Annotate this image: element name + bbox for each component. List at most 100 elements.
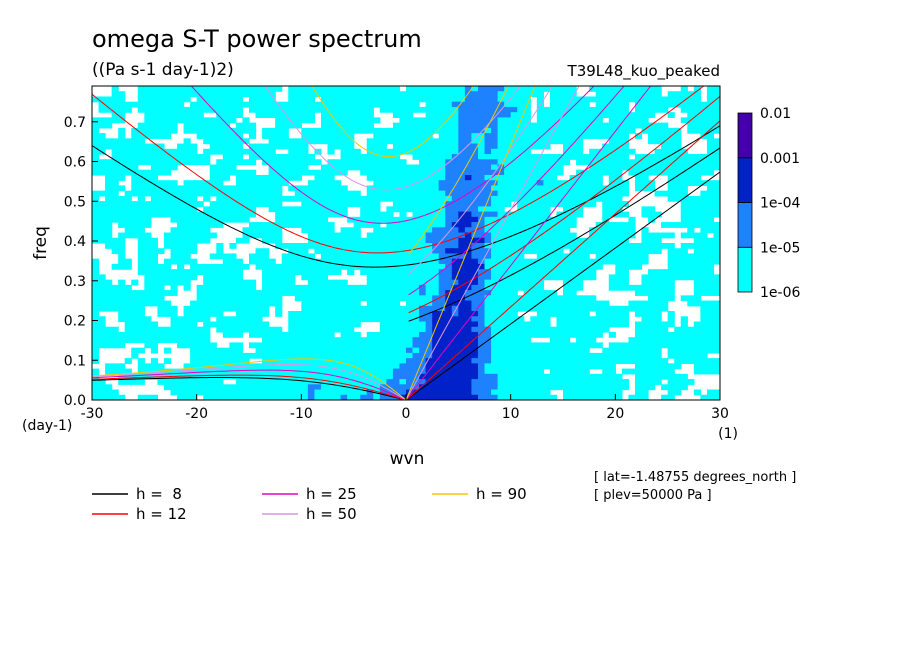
heatmap-cell (288, 101, 296, 108)
heatmap-cell (170, 305, 178, 312)
heatmap-cell (504, 316, 512, 323)
heatmap-cell (327, 305, 335, 312)
heatmap-cell (458, 290, 466, 296)
heatmap-cell (517, 389, 525, 396)
heatmap-cell (471, 201, 479, 207)
heatmap-cell (105, 290, 113, 296)
heatmap-cell (680, 148, 688, 155)
heatmap-cell (713, 127, 720, 134)
heatmap-cell (386, 284, 394, 291)
heatmap-cell (576, 342, 584, 349)
heatmap-cell (491, 185, 499, 192)
heatmap-cell (262, 112, 270, 118)
heatmap-cell (693, 201, 701, 207)
heatmap-cell (484, 180, 492, 187)
heatmap-cell (242, 316, 250, 323)
heatmap-cell (196, 101, 204, 108)
heatmap-cell (412, 237, 420, 244)
heatmap-cell (203, 159, 211, 166)
heatmap-cell (412, 316, 420, 323)
heatmap-cell (144, 106, 152, 113)
heatmap-cell (92, 389, 100, 396)
heatmap-cell (608, 279, 616, 286)
heatmap-cell (477, 326, 486, 333)
heatmap-cell (131, 190, 139, 197)
heatmap-cell (177, 389, 185, 396)
heatmap-cell (674, 96, 682, 103)
heatmap-cell (196, 379, 204, 385)
heatmap-cell (177, 379, 185, 385)
heatmap-cell (229, 201, 237, 207)
heatmap-cell (262, 106, 270, 113)
heatmap-cell (419, 258, 427, 265)
heatmap-cell (543, 331, 551, 338)
heatmap-cell (648, 274, 656, 281)
heatmap-cell (471, 279, 479, 286)
heatmap-cell (216, 373, 224, 380)
heatmap-cell (432, 112, 440, 118)
heatmap-cell (563, 284, 571, 291)
heatmap-cell (497, 117, 505, 124)
heatmap-cell (497, 352, 505, 359)
heatmap-cell (262, 195, 270, 202)
heatmap-cell (288, 311, 296, 317)
heatmap-cell (477, 138, 486, 145)
heatmap-cell (713, 222, 720, 228)
heatmap-cell (693, 169, 701, 176)
heatmap-cell (536, 112, 544, 118)
heatmap-cell (634, 248, 643, 255)
heatmap-cell (347, 358, 355, 364)
heatmap-cell (523, 305, 531, 312)
heatmap-cell (549, 363, 558, 370)
heatmap-cell (425, 216, 433, 223)
heatmap-cell (464, 363, 473, 370)
heatmap-cell (340, 164, 348, 171)
heatmap-cell (255, 91, 263, 98)
heatmap-cell (392, 138, 401, 145)
heatmap-cell (432, 305, 440, 312)
heatmap-cell (379, 300, 387, 307)
rossby-wave-curve (92, 374, 407, 400)
heatmap-cell (379, 195, 387, 202)
heatmap-cell (347, 258, 355, 265)
heatmap-cell (203, 148, 211, 155)
heatmap-cell (615, 284, 623, 291)
heatmap-cell (177, 253, 185, 260)
heatmap-cell (615, 154, 623, 160)
heatmap-cell (320, 253, 329, 260)
heatmap-cell (111, 138, 119, 145)
heatmap-cell (320, 248, 329, 255)
heatmap-cell (667, 373, 675, 380)
heatmap-cell (445, 96, 453, 103)
heatmap-cell (569, 321, 577, 328)
heatmap-cell (621, 127, 630, 134)
heatmap-cell (451, 216, 459, 223)
heatmap-cell (438, 373, 446, 380)
heatmap-cell (340, 237, 348, 244)
heatmap-cell (150, 112, 159, 118)
heatmap-cell (301, 248, 309, 255)
dispersion-curves (92, 86, 720, 400)
heatmap-cell (235, 148, 244, 155)
heatmap-cell (150, 274, 159, 281)
heatmap-cell (307, 133, 316, 139)
heatmap-cell (680, 206, 688, 213)
heatmap-cell (484, 394, 492, 400)
heatmap-cell (406, 232, 414, 239)
heatmap-cell (229, 185, 237, 192)
heatmap-cell (157, 180, 165, 187)
heatmap-cell (301, 222, 309, 228)
heatmap-cell (438, 91, 446, 98)
heatmap-cell (608, 143, 616, 150)
heatmap-cell (249, 326, 257, 333)
heatmap-cell (320, 138, 329, 145)
heatmap-cell (628, 112, 636, 118)
heatmap-cell (680, 248, 688, 255)
heatmap-cell (105, 237, 113, 244)
heatmap-cell (412, 91, 420, 98)
heatmap-cell (530, 279, 538, 286)
heatmap-cell (92, 122, 100, 129)
heatmap-cell (536, 96, 544, 103)
heatmap-cell (150, 290, 159, 296)
heatmap-cell (641, 337, 649, 344)
